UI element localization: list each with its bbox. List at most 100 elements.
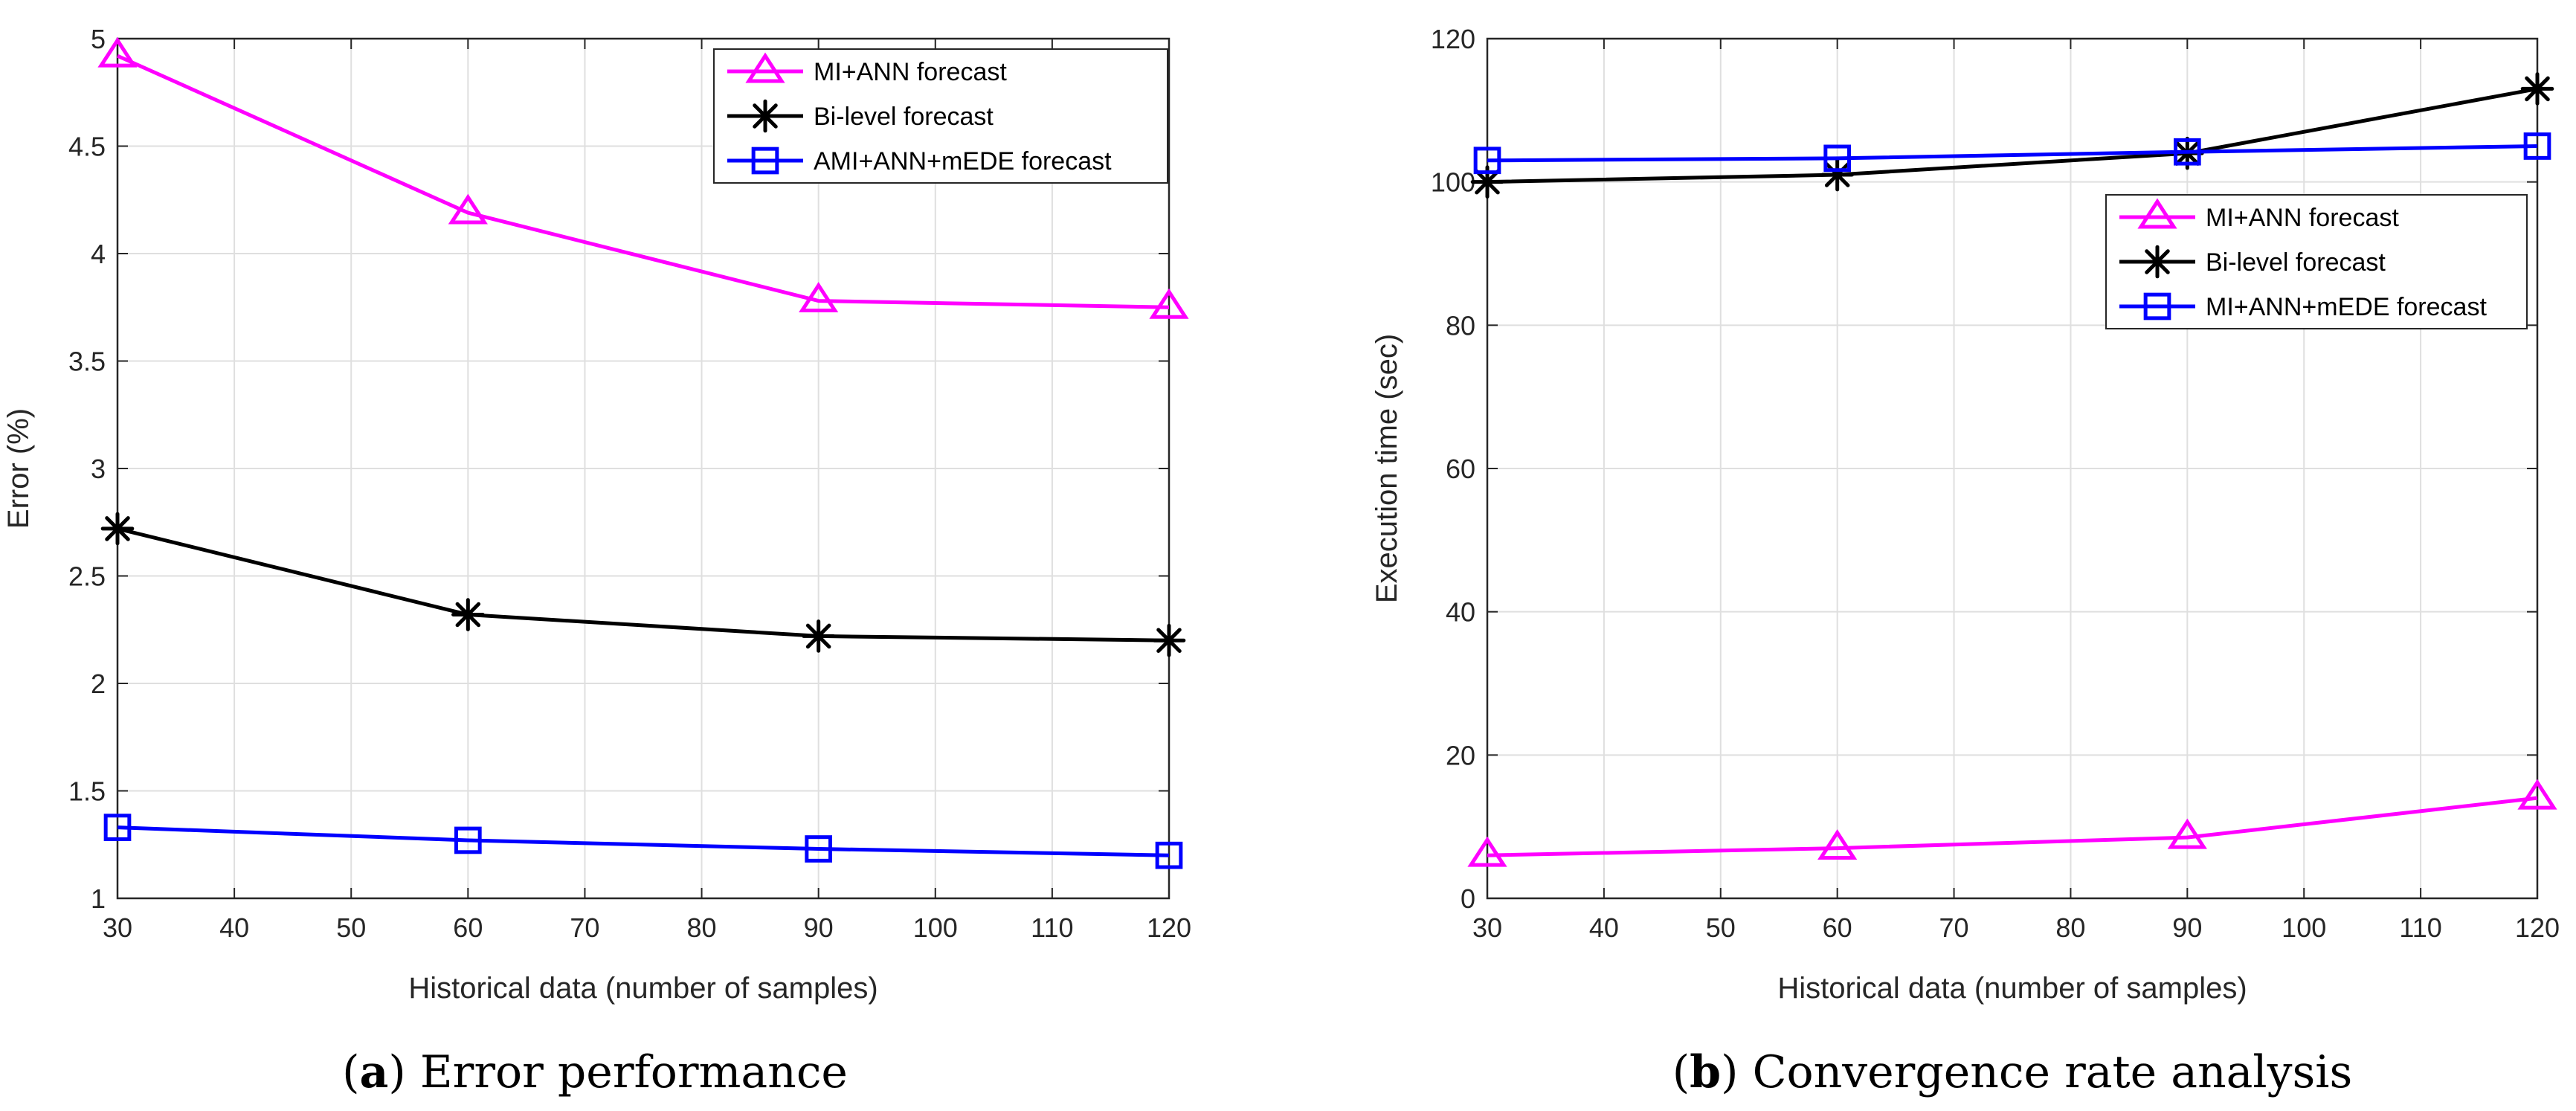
legend-label: AMI+ANN+mEDE forecast <box>814 147 1112 175</box>
x-tick-label: 40 <box>219 912 249 943</box>
y-tick-label: 5 <box>91 24 106 54</box>
y-axis-label: Error (%) <box>2 408 35 529</box>
data-point <box>802 619 835 653</box>
data-point <box>1817 829 1858 860</box>
x-tick-label: 110 <box>2399 912 2441 943</box>
series-line <box>117 825 1170 857</box>
ticks: 30 40 50 60 70 80 90 100 110 120 0 20 40 60 80 100 120 <box>1431 24 2560 943</box>
y-tick-label: 20 <box>1446 740 1475 770</box>
x-tick-label: 100 <box>2282 912 2326 943</box>
caption: (b) Convergence rate analysis <box>1672 1046 2353 1098</box>
data-point-stroke-3 <box>455 602 481 628</box>
legend-marker-stroke-3 <box>2145 249 2170 274</box>
legend-marker-stroke-3 <box>753 103 778 129</box>
data-point-stroke-3 <box>805 623 831 649</box>
y-axis-label: Execution time (sec) <box>1371 334 1403 603</box>
y-tick-label: 3 <box>91 454 106 484</box>
data-point-stroke-3 <box>2525 76 2550 102</box>
data-point <box>454 826 482 854</box>
x-tick-label: 30 <box>1472 912 1502 943</box>
legend: MI+ANN forecast Bi-level forecast AMI+ANN+… <box>713 48 1168 184</box>
x-tick-label: 100 <box>913 912 958 943</box>
data-point <box>1823 144 1852 173</box>
data-point-stroke-3 <box>105 516 130 541</box>
data-point <box>2173 138 2201 166</box>
series-1 <box>100 512 1186 657</box>
caption-paren-open: ( <box>1672 1046 1690 1098</box>
legend-marker <box>745 52 785 83</box>
y-tick-label: 80 <box>1446 310 1475 341</box>
data-point <box>1473 146 1501 175</box>
data-point-stroke-3 <box>1824 162 1850 187</box>
y-tick-label: 2.5 <box>68 561 106 592</box>
x-tick-label: 120 <box>2515 912 2560 943</box>
x-tick-label: 50 <box>336 912 366 943</box>
series-line <box>1487 796 2538 857</box>
x-tick-label: 60 <box>453 912 483 943</box>
series-line <box>116 54 1170 309</box>
x-axis-label: Historical data (number of samples) <box>408 972 878 1005</box>
x-tick-label: 90 <box>2172 912 2202 943</box>
y-tick-label: 2 <box>91 669 106 699</box>
data-point <box>1820 158 1854 192</box>
data-point <box>2517 779 2557 810</box>
caption-text: Convergence rate analysis <box>1753 1046 2353 1098</box>
y-tick-label: 1.5 <box>68 776 106 807</box>
x-tick-label: 60 <box>1823 912 1852 943</box>
y-tick-label: 40 <box>1446 597 1475 628</box>
x-tick-label: 80 <box>687 912 717 943</box>
data-point <box>2523 132 2551 160</box>
series-0 <box>1467 779 2557 867</box>
x-tick-label: 50 <box>1706 912 1736 943</box>
chart-error-performance: 30 40 50 60 70 80 90 100 110 120 1 1.5 2 2.5 3 3.5 4 4.5 5… <box>2 24 1191 1098</box>
chart-convergence-rate: 30 40 50 60 70 80 90 100 110 120 0 20 40 60 80 100 120 Hi… <box>1371 24 2560 1098</box>
ticks: 30 40 50 60 70 80 90 100 110 120 1 1.5 2 2.5 3 3.5 4 4.5 5 <box>68 24 1191 943</box>
x-tick-label: 30 <box>103 912 132 943</box>
legend-label: Bi-level forecast <box>814 103 994 131</box>
legend-marker <box>748 99 782 133</box>
caption-letter: b <box>1690 1046 1721 1098</box>
data-point <box>100 512 135 546</box>
legend-marker <box>751 146 779 175</box>
legend-label: MI+ANN+mEDE forecast <box>2206 293 2487 321</box>
data-point <box>1467 836 1507 867</box>
x-tick-label: 90 <box>804 912 834 943</box>
y-tick-label: 3.5 <box>68 347 106 377</box>
y-tick-label: 1 <box>91 883 106 914</box>
series-line <box>117 526 1170 643</box>
x-tick-label: 40 <box>1589 912 1619 943</box>
series-line <box>1487 144 2538 163</box>
legend-marker <box>2137 198 2177 229</box>
data-point <box>1155 841 1183 869</box>
data-point <box>2167 818 2207 849</box>
y-tick-label: 4 <box>91 239 106 269</box>
data-point <box>103 814 132 841</box>
data-point <box>799 282 839 313</box>
data-point <box>1152 623 1186 657</box>
y-tick-label: 100 <box>1431 167 1475 198</box>
caption: (a) Error performance <box>342 1046 848 1098</box>
x-tick-label: 120 <box>1147 912 1191 943</box>
x-tick-label: 80 <box>2055 912 2085 943</box>
series-2 <box>103 814 1183 869</box>
legend-label: MI+ANN forecast <box>814 58 1007 86</box>
data-point <box>451 598 485 631</box>
caption-paren-open: ( <box>342 1046 359 1098</box>
series-line <box>1487 86 2538 184</box>
legend-marker <box>2143 292 2171 321</box>
x-tick-label: 70 <box>570 912 599 943</box>
y-tick-label: 120 <box>1431 24 1475 54</box>
series-0 <box>97 36 1189 319</box>
x-tick-label: 110 <box>1031 912 1073 943</box>
caption-text: Error performance <box>420 1046 848 1098</box>
legend: MI+ANN forecast Bi-level forecast MI+ANN+m… <box>2105 194 2528 329</box>
data-point <box>1149 288 1189 319</box>
caption-paren-close: ) <box>1721 1046 1752 1098</box>
caption-letter: a <box>359 1046 388 1098</box>
data-point-stroke-3 <box>1156 628 1182 653</box>
y-tick-label: 0 <box>1461 883 1475 914</box>
series-2 <box>1473 132 2551 175</box>
legend-label: Bi-level forecast <box>2206 248 2386 277</box>
data-point <box>805 835 833 863</box>
